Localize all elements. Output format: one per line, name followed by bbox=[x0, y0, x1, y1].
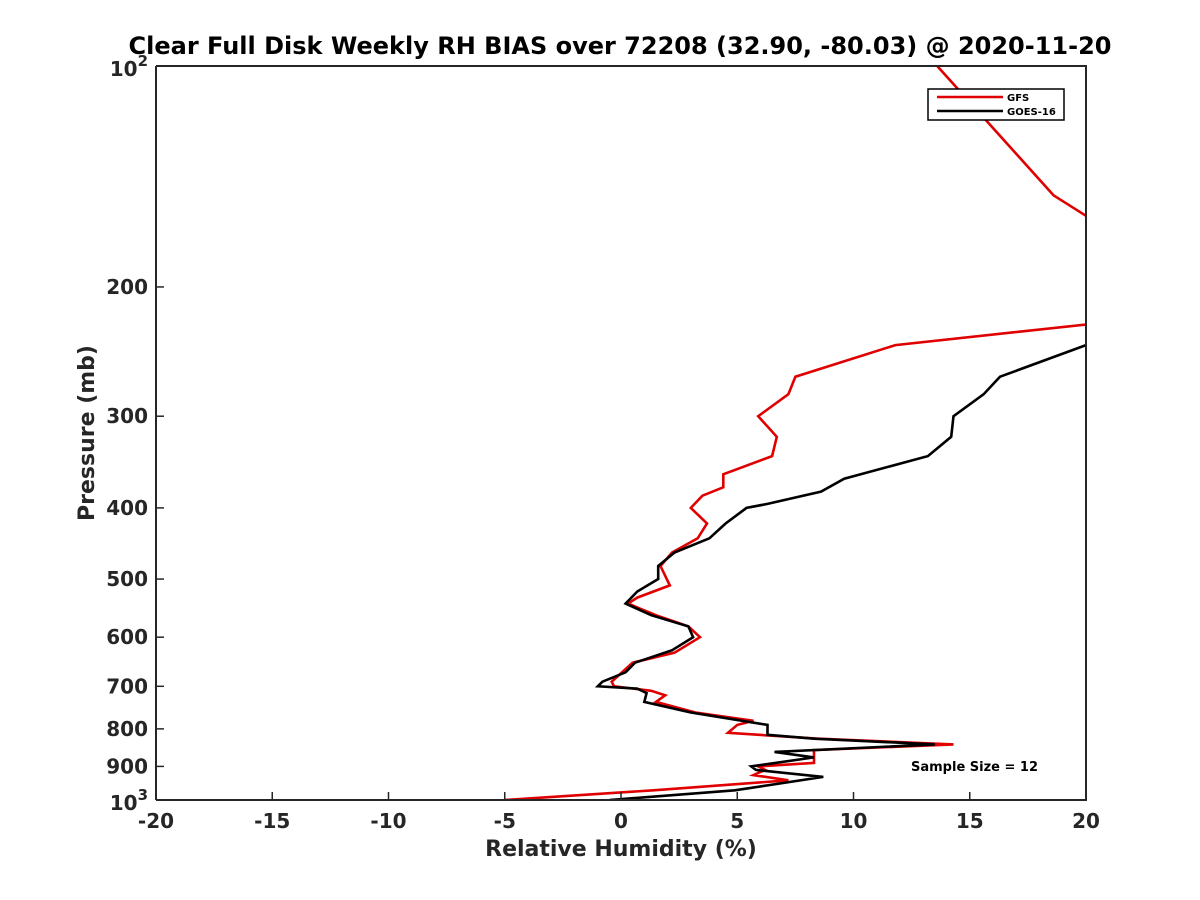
left-mask bbox=[0, 0, 156, 900]
x-tick-label: 0 bbox=[614, 809, 628, 833]
x-tick-label: -5 bbox=[494, 809, 516, 833]
right-mask bbox=[1087, 0, 1200, 900]
legend-label-gfs: GFS bbox=[1007, 93, 1029, 104]
sample-size-annotation: Sample Size = 12 bbox=[911, 760, 1038, 775]
y-axis-label: Pressure (mb) bbox=[75, 345, 100, 521]
x-tick-label: -15 bbox=[254, 809, 290, 833]
x-tick-label: 20 bbox=[1072, 809, 1100, 833]
y-tick-label: 200 bbox=[106, 275, 148, 299]
y-tick-label: 800 bbox=[106, 717, 148, 741]
x-tick-label: 5 bbox=[730, 809, 744, 833]
legend: GFS GOES-16 bbox=[927, 88, 1065, 121]
y-tick-label: 700 bbox=[106, 674, 148, 698]
y-tick-label: 500 bbox=[106, 567, 148, 591]
y-tick-label: 900 bbox=[106, 754, 148, 778]
x-axis-ticks: -20 -15 -10 -5 0 5 10 15 20 bbox=[138, 792, 1100, 833]
y-tick-label: 600 bbox=[106, 625, 148, 649]
y-tick-label: 400 bbox=[106, 496, 148, 520]
x-tick-label: -20 bbox=[138, 809, 174, 833]
y-axis-ticks: 102 200 300 400 500 600 700 800 900 103 bbox=[106, 52, 164, 815]
bottom-mask bbox=[156, 801, 1086, 900]
top-mask bbox=[156, 0, 1086, 65]
y-tick-label: 102 bbox=[110, 52, 148, 81]
legend-label-goes-16: GOES-16 bbox=[1007, 107, 1056, 118]
y-tick-label: 103 bbox=[110, 786, 148, 815]
chart-title-overlay: Clear Full Disk Weekly RH BIAS over 7220… bbox=[129, 32, 1112, 60]
series-layer bbox=[504, 65, 1135, 802]
x-tick-label: 15 bbox=[956, 809, 984, 833]
x-tick-label: -10 bbox=[370, 809, 406, 833]
x-tick-label: 10 bbox=[840, 809, 868, 833]
x-axis-label: Relative Humidity (%) bbox=[485, 837, 757, 862]
series-line-goes-16 bbox=[594, 343, 1087, 802]
y-tick-label: 300 bbox=[106, 404, 148, 428]
legend-box bbox=[927, 88, 1065, 121]
